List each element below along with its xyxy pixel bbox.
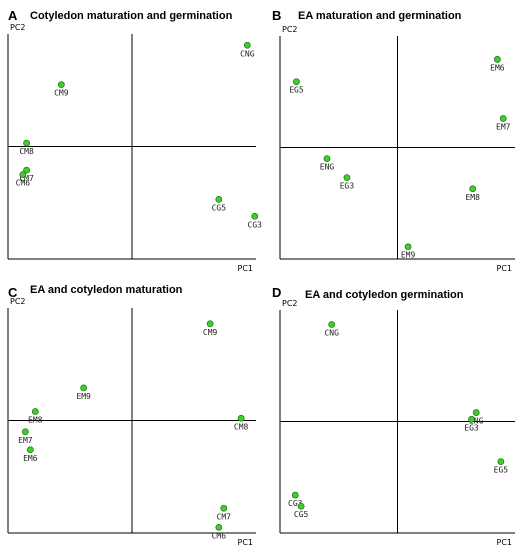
panel-a-point-cg3 [251, 212, 259, 220]
panel-c-point-cm6 [215, 523, 223, 531]
panel-c-point-em6 [26, 446, 34, 454]
panel-b-point-eg5 [293, 78, 300, 86]
panel-a-label-cng: CNG [240, 49, 255, 58]
panel-a-point-cm9 [57, 81, 65, 89]
panel-a-label-cm6: CM6 [16, 179, 31, 188]
panel-c-label-em7: EM7 [18, 436, 33, 445]
panel-c-label-em8: EM8 [28, 416, 43, 425]
panel-a-title: Cotyledon maturation and germination [30, 10, 233, 22]
panel-b-label-em7: EM7 [496, 123, 511, 132]
panel-a-point-cm7 [23, 166, 31, 174]
panel-c-label-cm7: CM7 [217, 512, 232, 521]
panel-d-label-cg5: CG5 [294, 510, 309, 519]
panel-b-point-em6 [493, 56, 501, 63]
panel-d-label-eg3: EG3 [464, 423, 479, 432]
panel-a-label-cm8: CM8 [19, 147, 34, 156]
panel-c-point-em7 [21, 428, 29, 436]
panel-b-xlabel: PC1 [497, 264, 513, 273]
panel-d-xlabel: PC1 [497, 538, 513, 547]
panel-a-label-cg5: CG5 [212, 203, 227, 212]
panel-a-label-cm9: CM9 [54, 89, 69, 98]
panel-c-label-cm9: CM9 [203, 328, 218, 337]
panel-a-point-cm6 [19, 171, 27, 179]
panel-d-point-eng [472, 409, 480, 416]
panel-b-label-em9: EM9 [401, 251, 416, 260]
panel-c-label-cm6: CM6 [212, 531, 227, 540]
panel-d-letter: D [272, 285, 281, 300]
panel-b-label-eg3: EG3 [340, 182, 355, 191]
panel-b-point-eng [323, 155, 331, 163]
panel-c-point-em9 [80, 384, 88, 392]
panel-a-ylabel: PC2 [10, 23, 26, 32]
panel-a-xlabel: PC1 [238, 264, 254, 273]
panel-d-label-cg3: CG3 [288, 499, 303, 508]
panel-b-point-em7 [499, 115, 507, 122]
panel-d: D EA and cotyledon germination PC2 PC1 CNG EN… [272, 285, 515, 547]
panel-d-label-eng: ENG [469, 417, 484, 426]
panel-a-point-cg5 [215, 195, 223, 203]
panel-b-label-em8: EM8 [465, 193, 480, 202]
panel-c-xlabel: PC1 [238, 538, 254, 547]
panel-b-ylabel: PC2 [282, 25, 298, 34]
panel-c-title: EA and cotyledon maturation [30, 284, 183, 296]
panel-a-label-cg3: CG3 [248, 220, 263, 229]
panel-d-point-cg5 [297, 502, 305, 510]
panel-b-label-eng: ENG [320, 163, 335, 172]
panel-b-point-em8 [469, 185, 477, 193]
panel-a: A Cotyledon maturation and germination PC2… [7, 8, 263, 273]
panel-b-letter: B [272, 8, 281, 23]
panel-c-letter: C [8, 285, 18, 300]
panel-b-point-em9 [404, 243, 412, 251]
panel-b-label-em6: EM6 [490, 63, 505, 72]
panel-d-point-eg3 [468, 415, 475, 423]
panel-a-point-cng [243, 41, 251, 49]
panel-d-point-cng [328, 321, 336, 328]
panel-a-label-cm7: CM7 [19, 174, 34, 183]
panel-b-point-eg3 [343, 174, 351, 182]
panel-c-label-cm8: CM8 [234, 422, 249, 431]
panel-c: C EA and cotyledon maturation PC2 PC1 CM9 EM9… [7, 284, 256, 547]
panel-d-label-eg5: EG5 [494, 466, 509, 475]
panel-c-label-em9: EM9 [76, 392, 91, 401]
panel-d-point-eg5 [497, 458, 505, 466]
panel-d-title: EA and cotyledon germination [305, 289, 464, 301]
panel-b-label-eg5: EG5 [289, 86, 304, 95]
panel-a-point-cm8 [23, 139, 31, 147]
panel-a-letter: A [8, 8, 18, 23]
panel-c-point-em8 [31, 408, 39, 415]
panel-d-point-cg3 [291, 491, 299, 499]
panel-d-label-cng: CNG [324, 328, 339, 337]
panel-c-point-cm7 [220, 504, 228, 512]
panel-c-label-em6: EM6 [23, 454, 38, 463]
panel-b-title: EA maturation and germination [298, 10, 462, 22]
panel-c-point-cm9 [206, 320, 214, 328]
panel-d-ylabel: PC2 [282, 299, 298, 308]
panel-c-ylabel: PC2 [10, 297, 26, 306]
panel-c-point-cm8 [237, 414, 245, 422]
